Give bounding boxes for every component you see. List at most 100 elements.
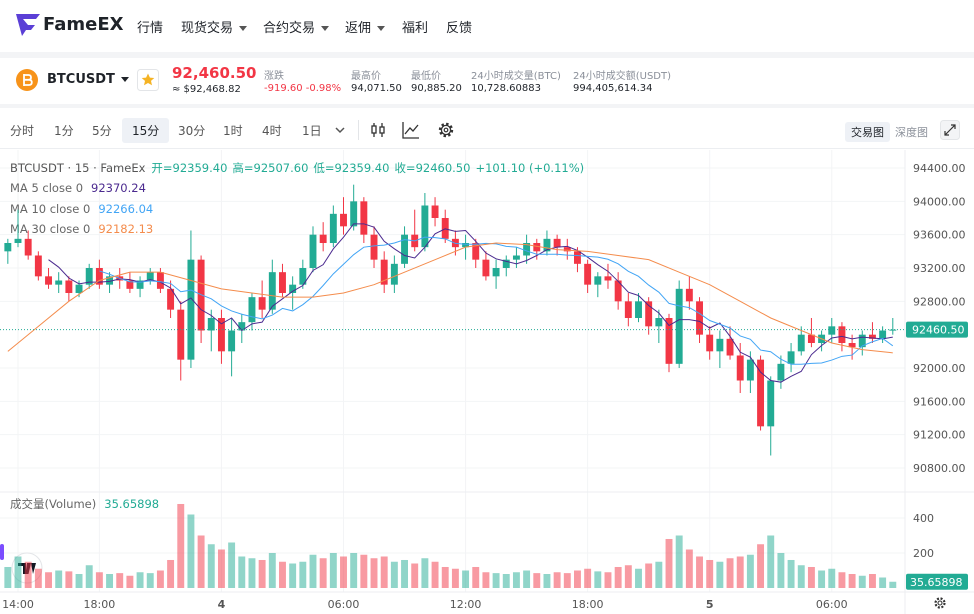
volume-bar [238,556,246,588]
interval-button[interactable]: 5分 [92,124,112,138]
volume-bar [248,558,256,588]
candle-body [268,272,276,310]
nav-item[interactable]: 合约交易 [263,17,330,36]
volume-bar [736,556,744,588]
view-button-active[interactable]: 交易图 [845,122,890,142]
y-tick-label: 93600.00 [913,229,966,242]
candle-body [492,268,500,277]
interval-button[interactable]: 1日 [302,124,322,138]
volume-bar [675,535,683,588]
logo-text[interactable]: FameEX [43,14,124,35]
top-nav [0,0,974,52]
y-tick-label: 92800.00 [913,295,966,308]
interval-button[interactable]: 1分 [54,124,74,138]
volume-bar [116,573,124,588]
ohlc-info: +101.10 (+0.11%) [475,161,584,175]
candle-body [299,268,307,285]
symbol-selector[interactable]: BTCUSDT [47,72,129,87]
chart-type-button[interactable] [402,121,420,139]
candle-body [75,284,83,293]
indicator-button[interactable] [369,121,387,139]
volume-bar [594,571,602,588]
nav-item[interactable]: 现货交易 [181,17,248,36]
candle-body [767,380,775,427]
y-tick-label: 94400.00 [913,162,966,175]
volume-bar [350,552,358,588]
ma-line [48,223,893,383]
candle-body [207,318,215,331]
candle-body [421,205,429,248]
nav-item-label[interactable]: 合约交易 [263,21,316,36]
x-tick-label: 4 [218,598,226,611]
volume-bar [95,572,103,588]
candle-body [370,234,378,260]
volume-bar [706,559,714,588]
volume-bar [645,563,653,588]
candle-body [95,268,103,285]
interval-button-active[interactable]: 15分 [122,118,170,143]
candle-body [706,334,714,352]
candle-body [604,276,612,281]
candle-body [45,276,52,285]
candle-body [716,338,724,352]
volume-bar [767,535,775,588]
volume-bar [146,573,154,588]
divider [0,52,974,58]
favorite-button[interactable] [137,69,159,91]
nav-item-label[interactable]: 现货交易 [181,21,234,36]
settings-button[interactable] [437,121,455,139]
nav-item[interactable]: 反馈 [446,21,473,36]
candle-body [787,351,795,364]
settings-icon[interactable] [934,597,946,609]
stat-label: 最低价 [411,71,441,82]
volume-bar [34,568,42,588]
volume-bar [207,544,215,588]
interval-button[interactable]: 1时 [223,124,243,138]
volume-bar [462,570,470,588]
candle-body [136,280,144,289]
volume-bar [126,575,134,588]
interval-button[interactable]: 4时 [262,124,282,138]
volume-bar [106,573,114,588]
volume-bar [258,559,266,588]
view-button[interactable]: 深度图 [895,126,928,139]
volume-bar [482,572,490,588]
candle-body [472,243,480,260]
ma-legend-name: MA 30 close 0 [10,222,90,236]
nav-item[interactable]: 行情 [137,21,164,36]
candle-body [289,284,297,293]
volume-bar [340,556,347,588]
nav-item[interactable]: 福利 [402,21,429,36]
ma-legend-value: 92266.04 [98,202,153,216]
volume-bar [299,561,307,588]
candle-body [685,288,693,302]
volume-bar [268,552,276,588]
candle-body [4,243,12,252]
volume-bar [472,566,480,588]
fullscreen-button[interactable] [940,120,960,140]
volume-bar [4,566,12,588]
candle-body [543,238,551,252]
volume-bar [65,571,73,588]
nav-item[interactable]: 返佣 [345,17,386,36]
volume-bar [807,566,815,588]
volume-bar [797,565,805,588]
symbol[interactable]: BTCUSDT [47,72,115,87]
nav-item-label[interactable]: 返佣 [345,21,372,36]
more-intervals[interactable] [333,123,347,137]
candle-body [258,297,266,310]
candle-body [340,213,347,227]
ma-legend-value: 92182.13 [98,222,153,236]
volume-bar [75,573,83,588]
interval-button[interactable]: 分时 [10,124,35,138]
volume-bar [726,558,734,588]
ma-legend-name: MA 10 close 0 [10,202,90,216]
candle-body [848,343,856,348]
y-tick-label: 90800.00 [913,462,966,475]
price-tag [906,321,968,338]
candle-body [746,359,754,381]
candle-body [431,205,439,218]
interval-button[interactable]: 30分 [178,124,206,138]
ma-legend: MA 10 close 0 92266.04 [10,202,153,216]
stat-label: 24小时成交额(USDT) [573,71,672,82]
